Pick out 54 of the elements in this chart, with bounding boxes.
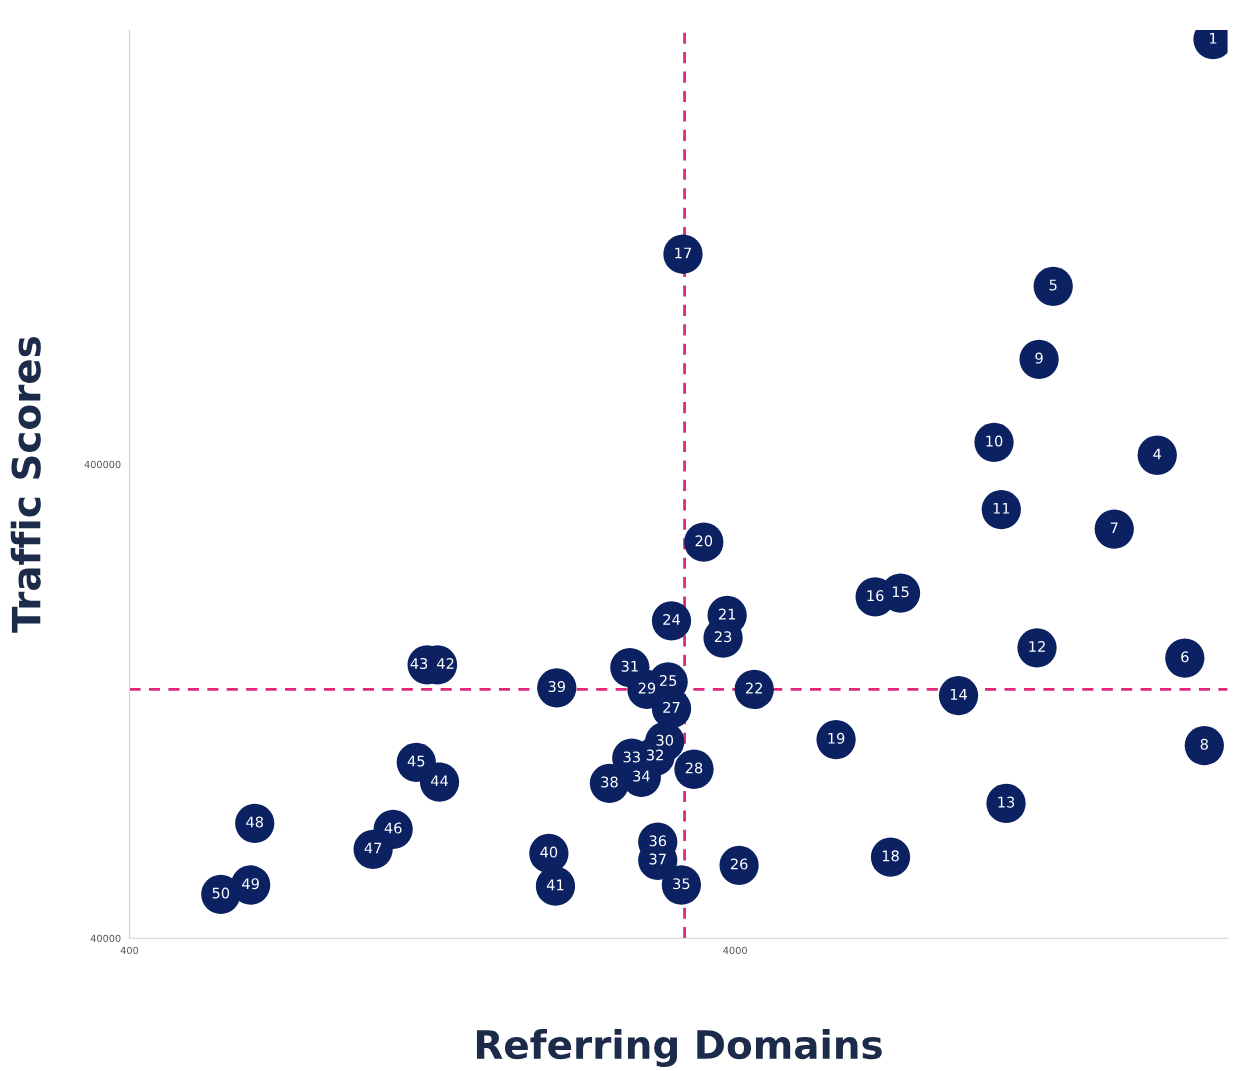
annotation: 28 [685,762,703,774]
annotation: 20 [695,535,713,547]
annotation: 19 [828,732,845,744]
annotation: 29 [638,682,656,694]
annotation: 16 [867,590,884,602]
annotation: 46 [384,822,402,834]
annotation: 18 [882,850,899,862]
x-axis-title: Referring Domains [476,1029,882,1068]
annotation: 43 [410,658,428,670]
annotation: 27 [663,701,680,713]
annotation: 26 [730,858,748,870]
annotation: 11 [993,502,1010,514]
annotation: 5 [1049,279,1057,291]
y-tick-label: 40000 [90,934,121,943]
annotation: 47 [364,842,382,854]
annotation: 22 [746,682,763,694]
annotation: 45 [407,755,425,767]
annotation: 50 [212,887,230,899]
annotation: 44 [430,775,448,787]
annotation: 23 [714,631,732,643]
annotation: 14 [950,689,967,700]
annotation: 7 [1110,522,1118,534]
annotation: 42 [436,658,454,669]
annotation: 31 [621,660,638,672]
annotation: 49 [242,878,259,890]
annotation: 17 [675,247,692,259]
annotation: 15 [892,586,909,598]
annotation: 30 [656,734,674,746]
y-axis-title: Traffic Scores [10,336,41,633]
x-tick-label: 400 [120,946,139,955]
annotation: 48 [246,816,264,828]
annotation: 35 [673,878,690,890]
annotation: 38 [601,776,618,788]
x-tick-label: 4000 [723,946,747,955]
annotation: 12 [1029,641,1045,652]
annotation: 8 [1200,738,1208,750]
annotation: 34 [633,770,650,782]
annotation: 4 [1153,448,1162,460]
annotation: 40 [540,846,558,858]
annotation: 25 [659,675,677,687]
annotation: 1 [1209,32,1217,44]
y-tick-label: 400000 [84,460,121,469]
annotation: 6 [1181,651,1189,663]
annotation: 9 [1035,352,1043,364]
annotation: 39 [548,681,566,693]
annotation: 41 [546,879,564,891]
annotation: 37 [649,853,666,865]
annotation: 21 [718,608,736,620]
annotation: 33 [623,751,640,763]
annotation: 10 [986,435,1003,447]
annotation: 32 [646,749,663,761]
annotation: 13 [998,796,1015,808]
annotation: 36 [649,835,667,847]
annotation: 24 [663,613,680,625]
